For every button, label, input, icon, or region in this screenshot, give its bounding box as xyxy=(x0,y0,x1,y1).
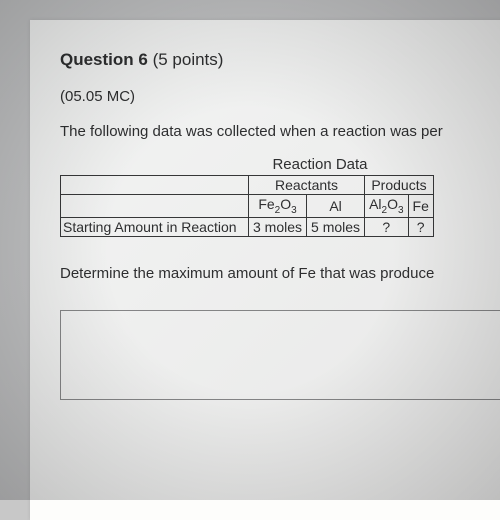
table-row: Fe2O3 Al Al2O3 Fe xyxy=(61,195,434,218)
question-prompt: Determine the maximum amount of Fe that … xyxy=(60,265,500,282)
table-value-al2o3: ? xyxy=(365,217,408,236)
table-cell-fe: Fe xyxy=(408,195,433,218)
question-code: (05.05 MC) xyxy=(60,88,500,105)
table-cell-fe2o3: Fe2O3 xyxy=(249,195,307,218)
table-value-fe: ? xyxy=(408,217,433,236)
table-value-fe2o3: 3 moles xyxy=(249,217,307,236)
question-number: Question 6 xyxy=(60,50,148,69)
page-container: Question 6 (5 points) (05.05 MC) The fol… xyxy=(30,20,500,520)
table-header-products: Products xyxy=(365,176,434,195)
question-intro: The following data was collected when a … xyxy=(60,123,500,140)
table-row: Starting Amount in Reaction 3 moles 5 mo… xyxy=(61,217,434,236)
table-caption: Reaction Data xyxy=(140,156,500,173)
table-row: Reactants Products xyxy=(61,176,434,195)
table-value-al: 5 moles xyxy=(307,217,365,236)
table-header-reactants: Reactants xyxy=(249,176,365,195)
table-row-label: Starting Amount in Reaction xyxy=(61,217,249,236)
table-cell-al: Al xyxy=(307,195,365,218)
question-title: Question 6 (5 points) xyxy=(60,50,500,70)
answer-input-box[interactable] xyxy=(60,310,500,400)
table-cell-al2o3: Al2O3 xyxy=(365,195,408,218)
reaction-data-table: Reactants Products Fe2O3 Al Al2O3 Fe Sta… xyxy=(60,175,434,237)
table-cell-empty xyxy=(61,176,249,195)
question-points: (5 points) xyxy=(148,50,224,69)
table-cell-empty xyxy=(61,195,249,218)
